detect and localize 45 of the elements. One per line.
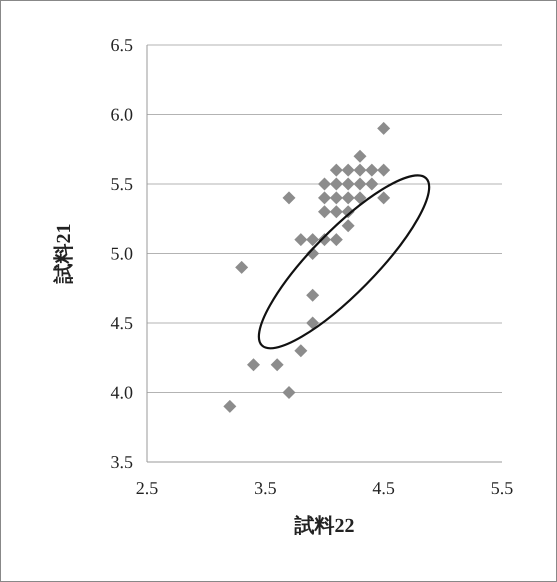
point <box>354 191 366 204</box>
point <box>330 191 343 204</box>
point <box>330 233 343 246</box>
point <box>377 164 390 177</box>
x-tick-label: 2.5 <box>136 478 158 498</box>
point <box>354 178 366 190</box>
y-tick-label: 6.5 <box>110 35 133 55</box>
y-tick-label: 4.0 <box>110 382 133 402</box>
point <box>342 178 355 190</box>
point <box>270 358 284 372</box>
y-tick-label: 6.0 <box>110 104 133 124</box>
point <box>377 122 390 135</box>
y-axis-title: 試料21 <box>52 224 75 284</box>
point <box>235 260 248 274</box>
point <box>342 191 355 204</box>
point <box>354 164 366 177</box>
point <box>365 164 378 177</box>
point <box>294 344 308 358</box>
y-tick-label: 4.5 <box>110 313 133 333</box>
point <box>318 205 331 218</box>
point <box>294 233 308 246</box>
point <box>318 191 331 204</box>
x-tick-label: 3.5 <box>254 478 277 498</box>
point <box>377 191 390 204</box>
point <box>330 164 343 177</box>
point <box>330 205 343 218</box>
point <box>365 178 378 190</box>
point <box>223 400 236 413</box>
point <box>330 178 343 190</box>
x-tick-label: 4.5 <box>372 478 395 498</box>
x-tick-label: 5.5 <box>490 478 514 498</box>
y-tick-label: 3.5 <box>110 452 133 472</box>
point <box>306 233 320 246</box>
point <box>342 164 355 177</box>
point <box>318 178 331 190</box>
x-axis-title: 試料22 <box>294 514 354 537</box>
point <box>342 219 355 232</box>
y-tick-label: 5.0 <box>110 244 133 264</box>
point <box>306 316 320 330</box>
point <box>282 191 296 204</box>
point <box>282 386 296 399</box>
point <box>306 288 320 302</box>
point <box>247 358 260 372</box>
point <box>354 150 366 163</box>
y-tick-label: 5.5 <box>110 174 133 194</box>
